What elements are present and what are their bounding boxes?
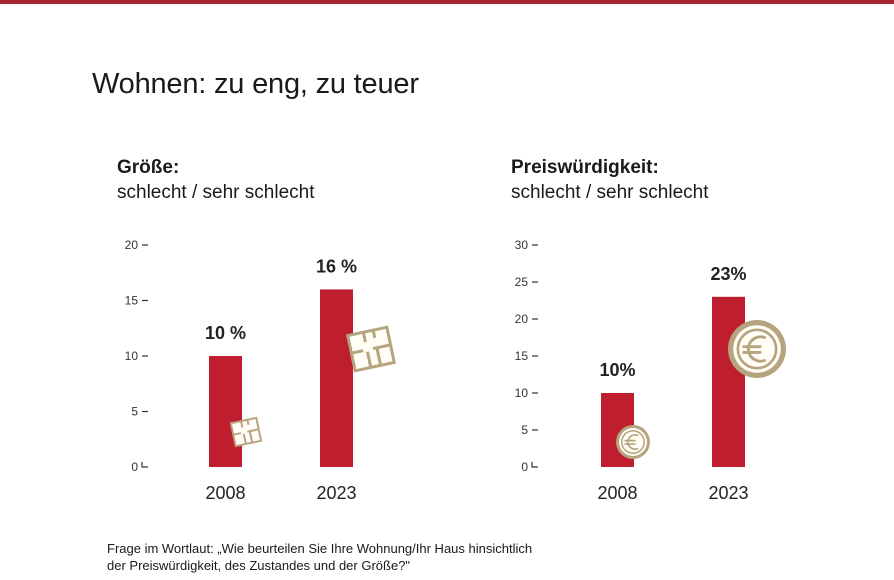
y-tick-label: 5	[521, 423, 528, 437]
bar-2023	[320, 289, 353, 467]
y-axis-corner	[141, 462, 148, 468]
euro-coin-icon	[728, 320, 786, 378]
floor-plan-walls	[351, 329, 391, 368]
floor-plan-outline	[345, 325, 397, 373]
coin-inner-ring	[736, 328, 778, 370]
coin-inner-ring	[621, 430, 645, 454]
y-axis-corner	[531, 462, 538, 468]
floor-plan-walls	[233, 419, 259, 445]
euro-symbol	[742, 335, 767, 363]
footnote-line-2: der Preiswürdigkeit, des Zustandes und d…	[107, 558, 411, 573]
chart-right-title: Preiswürdigkeit:	[511, 157, 659, 178]
euro-symbol	[624, 434, 639, 450]
y-tick-label: 0	[521, 460, 528, 474]
y-tick-label: 5	[131, 405, 138, 419]
chart-right-heading: Preiswürdigkeit: schlecht / sehr schlech…	[511, 155, 708, 205]
data-label: 10%	[599, 360, 635, 380]
chart-right-subtitle: schlecht / sehr schlecht	[511, 182, 709, 203]
y-tick-label: 0	[131, 460, 138, 474]
x-category-label: 2008	[205, 483, 245, 503]
floor-plan-icon	[229, 416, 263, 448]
chart-left-subtitle: schlecht / sehr schlecht	[117, 182, 315, 203]
bar-2023	[712, 296, 745, 467]
data-label: 23%	[710, 264, 746, 284]
chart-left-title: Größe:	[117, 157, 180, 178]
x-category-label: 2023	[316, 483, 356, 503]
page-title: Wohnen: zu eng, zu teuer	[92, 68, 419, 100]
y-tick-label: 10	[125, 349, 139, 363]
y-tick-label: 10	[515, 386, 529, 400]
y-tick-label: 25	[515, 275, 529, 289]
x-category-label: 2008	[597, 483, 637, 503]
data-label: 10 %	[205, 323, 246, 343]
footnote-line-1: Frage im Wortlaut: „Wie beurteilen Sie I…	[107, 541, 533, 556]
top-accent-bar	[0, 0, 894, 4]
y-tick-label: 15	[125, 294, 139, 308]
y-tick-label: 15	[515, 349, 529, 363]
chart-groesse: 0 5 10 15 20 10 % 2008 16 % 2023	[125, 238, 397, 503]
coin-face	[733, 325, 781, 373]
y-tick-label: 20	[125, 238, 139, 252]
floor-plan-icon	[345, 325, 397, 373]
bar-2008	[209, 356, 242, 467]
x-category-label: 2023	[708, 483, 748, 503]
y-tick-label: 30	[515, 238, 529, 252]
chart-left-heading: Größe: schlecht / sehr schlecht	[117, 155, 314, 205]
data-label: 16 %	[316, 256, 357, 276]
footnote: Frage im Wortlaut: „Wie beurteilen Sie I…	[107, 540, 532, 574]
coin-face	[619, 428, 647, 456]
chart-preiswuerdigkeit: 0 5 10 15 20 25 30 10% 2008 23% 2023	[515, 238, 786, 503]
euro-coin-icon	[616, 425, 650, 459]
y-tick-label: 20	[515, 312, 529, 326]
